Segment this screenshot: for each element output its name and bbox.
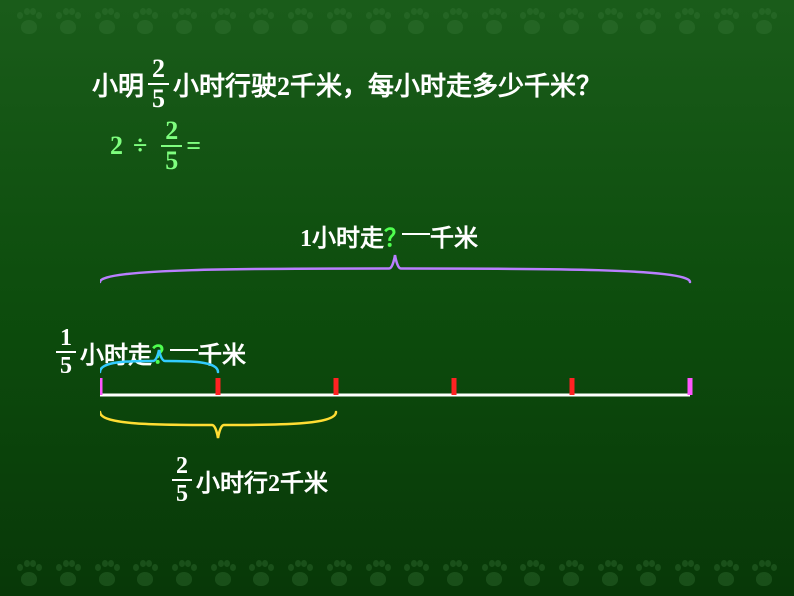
eq-op: ÷	[133, 131, 147, 161]
eq-fraction: 2 5	[161, 118, 182, 174]
eq-left: 2	[110, 131, 123, 161]
frac-denominator: 5	[60, 353, 72, 378]
number-line-diagram	[100, 240, 710, 460]
slide-content: 小明 2 5 小时行驶2千米，每小时走多少千米？ 2 ÷ 2 5 = 1小时走 …	[0, 0, 794, 596]
frac-numerator: 1	[56, 326, 76, 353]
frac-numerator: 2	[161, 118, 182, 147]
question-text: 小明 2 5 小时行驶2千米，每小时走多少千米？	[92, 56, 602, 112]
underline	[402, 233, 430, 235]
left-fraction: 1 5	[56, 326, 76, 378]
frac-denominator: 5	[152, 85, 165, 112]
bottom-brace-label: 2 5 小时行2千米	[168, 454, 328, 506]
bottom-fraction: 2 5	[172, 454, 192, 506]
label-suffix: 小时行2千米	[196, 463, 328, 498]
question-suffix: 小时行驶2千米，每小时走多少千米？	[173, 66, 602, 103]
frac-denominator: 5	[176, 481, 188, 506]
question-fraction: 2 5	[148, 56, 169, 112]
frac-numerator: 2	[148, 56, 169, 85]
frac-denominator: 5	[165, 147, 178, 174]
equation: 2 ÷ 2 5 =	[110, 118, 201, 174]
eq-equals: =	[186, 131, 201, 161]
question-prefix: 小明	[92, 66, 144, 103]
